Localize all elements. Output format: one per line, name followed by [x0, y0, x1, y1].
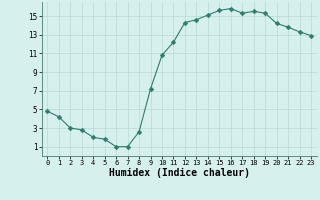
X-axis label: Humidex (Indice chaleur): Humidex (Indice chaleur): [109, 168, 250, 178]
